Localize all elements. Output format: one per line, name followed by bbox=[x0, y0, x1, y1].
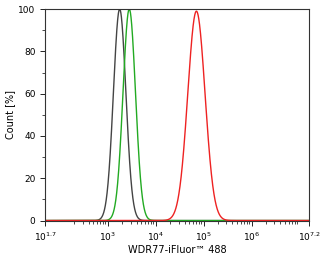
Y-axis label: Count [%]: Count [%] bbox=[6, 90, 16, 139]
X-axis label: WDR77-iFluor™ 488: WDR77-iFluor™ 488 bbox=[128, 245, 227, 256]
